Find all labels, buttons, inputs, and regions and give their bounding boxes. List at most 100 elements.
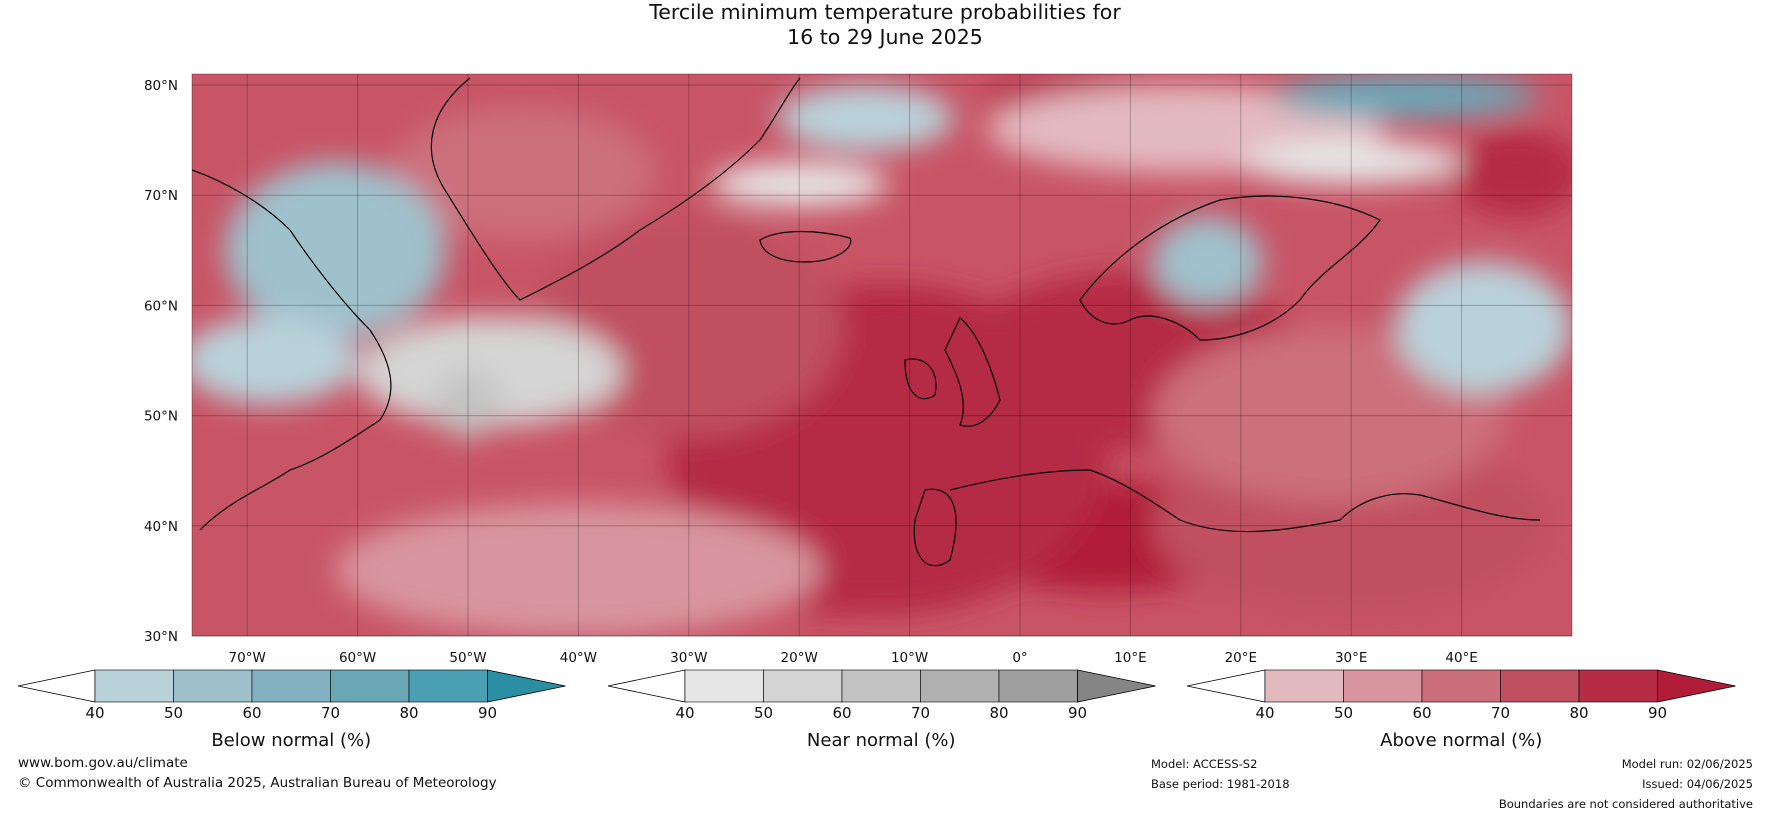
model-text: Model: ACCESS-S2: [1151, 757, 1258, 771]
colorbar-tick-label: 90: [1648, 704, 1667, 722]
probability-region-below-50: [225, 162, 446, 339]
lon-tick-label: 30°E: [1335, 650, 1367, 666]
colorbar-cell: [684, 669, 764, 703]
probability-region-near-50: [357, 316, 623, 427]
longitude-labels: 70°W 60°W 50°W 40°W 30°W 20°W 10°W 0° 10°E 20°E 30…: [229, 650, 1478, 666]
copyright-text: © Commonwealth of Australia 2025, Austra…: [18, 775, 497, 791]
issued-text: Issued: 04/06/2025: [1642, 777, 1753, 791]
lat-tick-label: 60°N: [144, 298, 178, 314]
colorbar-under-extension: [607, 669, 686, 703]
colorbar-cell: [1264, 669, 1344, 703]
map-area: [191, 73, 1573, 637]
lon-tick-label: 50°W: [449, 650, 486, 666]
title-line-1: Tercile minimum temperature probabilitie…: [649, 0, 1121, 24]
lon-tick-label: 20°W: [781, 650, 818, 666]
lon-tick-label: 30°W: [670, 650, 707, 666]
colorbar-title: Above normal (%): [1380, 730, 1542, 751]
colorbar-over-extension: [1077, 669, 1156, 703]
colorbar-tick-label: 50: [164, 704, 183, 722]
probability-region-above-80: [1450, 129, 1572, 218]
colorbar-tick-label: 80: [1569, 704, 1588, 722]
europe-coast: [913, 469, 1541, 567]
north-america-coast: [192, 169, 392, 531]
lon-tick-label: 20°E: [1225, 650, 1257, 666]
british-isles-coast: [904, 317, 1001, 427]
lat-tick-label: 50°N: [144, 409, 178, 425]
colorbar-below: 40 50 60 70 80 90 Below normal (%): [17, 669, 566, 751]
probability-region-below-70: [1273, 74, 1539, 119]
colorbar-tick-label: 60: [242, 704, 261, 722]
base-period-text: Base period: 1981-2018: [1151, 777, 1290, 791]
probability-region-above-60: [390, 107, 656, 240]
colorbar-cell: [1578, 669, 1658, 703]
colorbar-cell: [1500, 669, 1580, 703]
lon-tick-label: 60°W: [339, 650, 376, 666]
model-run-text: Model run: 02/06/2025: [1621, 757, 1753, 771]
colorbar-tick-label: 70: [321, 704, 340, 722]
colorbar-tick-label: 80: [399, 704, 418, 722]
coastlines: [192, 77, 1541, 567]
colorbar-tick-label: 40: [675, 704, 694, 722]
lat-tick-label: 80°N: [144, 78, 178, 94]
probability-region-above-50: [335, 503, 822, 636]
chart-title: Tercile minimum temperature probabilitie…: [0, 0, 1770, 50]
colorbar-cell: [173, 669, 253, 703]
lon-tick-label: 70°W: [229, 650, 266, 666]
iceland-coast: [759, 230, 852, 263]
disclaimer-text: Boundaries are not considered authoritat…: [1498, 797, 1753, 811]
probability-region-below-40: [1395, 261, 1572, 394]
colorbar-cell: [94, 669, 174, 703]
latitude-labels: 80°N 70°N 60°N 50°N 40°N 30°N: [144, 78, 178, 645]
website-link[interactable]: www.bom.gov.au/climate: [18, 755, 188, 771]
colorbar-cell: [1343, 669, 1423, 703]
lon-tick-label: 40°W: [560, 650, 597, 666]
colorbar-cell: [251, 669, 331, 703]
lon-tick-label: 10°W: [891, 650, 928, 666]
colorbar-title: Near normal (%): [807, 730, 956, 751]
lon-tick-label: 40°E: [1445, 650, 1477, 666]
colorbars: 40 50 60 70 80 90 Below normal (%) 40 50 60 70 80 90…: [17, 669, 1736, 751]
colorbar-cell: [841, 669, 921, 703]
probability-region-below-40: [777, 85, 954, 152]
probability-region-near-60: [434, 371, 502, 438]
colorbar-tick-label: 90: [478, 704, 497, 722]
colorbar-tick-label: 70: [911, 704, 930, 722]
colorbar-near: 40 50 60 70 80 90 Near normal (%): [607, 669, 1156, 751]
probability-region-below-50: [1152, 217, 1263, 306]
map-frame: [191, 73, 1573, 637]
colorbar-tick-label: 80: [989, 704, 1008, 722]
title-line-2: 16 to 29 June 2025: [787, 25, 983, 49]
colorbar-tick-label: 40: [85, 704, 104, 722]
probability-regions: [192, 74, 1572, 636]
colorbar-above: 40 50 60 70 80 90 Above normal (%): [1186, 669, 1736, 751]
lat-tick-label: 40°N: [144, 519, 178, 535]
graticule: [192, 74, 1572, 637]
colorbar-title: Below normal (%): [211, 730, 371, 751]
colorbar-cell: [408, 669, 488, 703]
colorbar-cell: [330, 669, 410, 703]
lon-tick-label: 0°: [1012, 650, 1027, 666]
colorbar-cell: [1421, 669, 1501, 703]
probability-region-above-60: [1152, 327, 1506, 504]
colorbar-tick-label: 50: [1334, 704, 1353, 722]
probability-region-near-40: [710, 162, 888, 207]
probability-region-below-40: [192, 316, 358, 405]
colorbar-over-extension: [1657, 669, 1736, 703]
colorbar-over-extension: [487, 669, 566, 703]
colorbar-cell: [763, 669, 843, 703]
colorbar-cell: [920, 669, 1000, 703]
lon-tick-label: 10°E: [1114, 650, 1146, 666]
scandinavia-coast: [1079, 195, 1381, 341]
colorbar-tick-label: 60: [832, 704, 851, 722]
greenland-coast: [430, 77, 801, 301]
colorbar-tick-label: 90: [1068, 704, 1087, 722]
colorbar-under-extension: [1186, 669, 1266, 703]
colorbar-under-extension: [17, 669, 96, 703]
colorbar-tick-label: 50: [754, 704, 773, 722]
colorbar-cell: [998, 669, 1078, 703]
lat-tick-label: 30°N: [144, 629, 178, 645]
probability-region-near-40: [1240, 140, 1462, 185]
colorbar-tick-label: 60: [1412, 704, 1431, 722]
colorbar-tick-label: 70: [1491, 704, 1510, 722]
